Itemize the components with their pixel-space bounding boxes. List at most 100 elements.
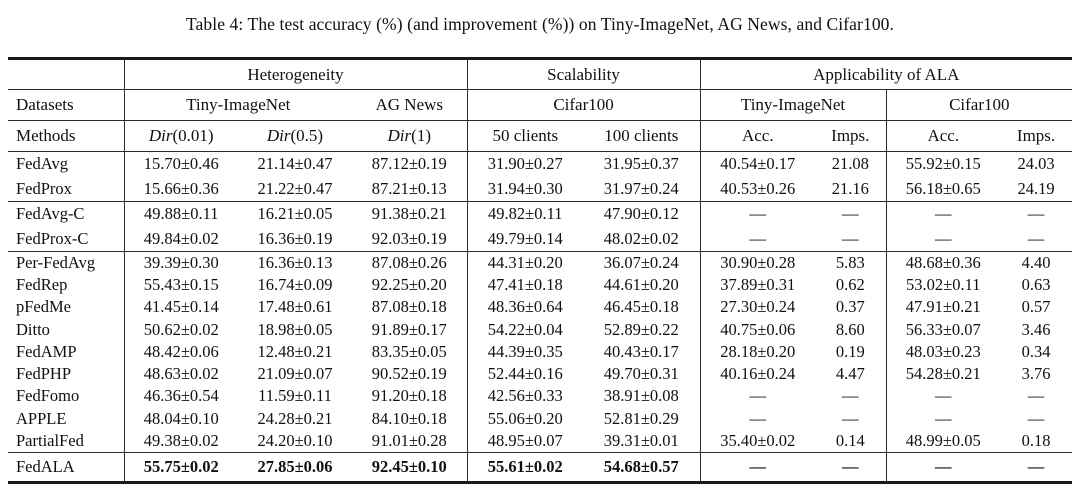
value-cell: 44.39±0.35 [466,340,584,363]
header-datasets-row: Datasets Tiny-ImageNet AG News Cifar100 … [8,89,1073,121]
method-name: FedRep [16,274,68,294]
value-cell: 49.38±0.02 [123,429,238,453]
table-row: Per-FedAvg 39.39±0.30 16.36±0.13 87.08±0.26… [8,251,1072,274]
value-cell: 16.21±0.05 [257,204,333,224]
col-50-clients: 50 clients [466,120,584,152]
value-cell: 31.95±0.37 [603,154,679,174]
value-cell: — [885,452,1001,483]
value-cell: 27.30±0.24 [699,296,816,319]
value-cell: — [885,201,1001,227]
value-cell: 47.41±0.18 [466,273,584,297]
value-cell: 46.45±0.18 [603,297,679,317]
value-cell: 16.36±0.13 [257,252,333,272]
value-cell: 21.22±0.47 [257,178,333,198]
value-cell: — [885,385,1001,408]
value-cell: 48.02±0.02 [603,228,679,248]
value-cell: 47.91±0.21 [885,296,1001,319]
value-cell: 49.70±0.31 [603,364,679,384]
method-name: FedAvg [16,154,68,174]
value-cell: 37.89±0.31 [699,273,816,297]
value-cell: 15.66±0.36 [123,176,238,202]
value-cell: 0.18 [1021,430,1051,450]
header-corner-cell [8,58,124,90]
value-cell: 40.54±0.17 [699,151,816,177]
value-cell: 50.62±0.02 [123,318,238,341]
value-cell: 90.52±0.19 [371,364,447,384]
value-cell: 83.35±0.05 [371,341,447,361]
table-row: FedAvg 15.70±0.46 21.14±0.47 87.12±0.19 31.9… [8,151,1072,177]
method-name: FedALA [16,456,75,476]
table-row: FedPHP 48.63±0.02 21.09±0.07 90.52±0.19 52.4… [8,362,1072,386]
table-row: FedAvg-C 49.88±0.11 16.21±0.05 91.38±0.21 49… [8,201,1072,227]
value-cell: — [699,407,816,430]
col-dir-1: Dir(1) [352,120,468,152]
value-cell: 55.43±0.15 [123,273,238,297]
value-cell: 55.06±0.20 [466,407,584,430]
value-cell: 18.98±0.05 [257,319,333,339]
value-cell: 4.47 [835,364,865,384]
value-cell: 21.14±0.47 [257,154,333,174]
value-cell: 48.42±0.06 [123,340,238,363]
method-name: Per-FedAvg [16,252,96,272]
method-name: FedProx [16,178,72,198]
method-name: FedAMP [16,341,77,361]
table-row: FedProx 15.66±0.36 21.22±0.47 87.21±0.13 31.… [8,176,1072,202]
table-caption: Table 4: The test accuracy (%) (and impr… [185,14,895,34]
value-cell: 49.88±0.11 [123,201,238,227]
table-row: Ditto 50.62±0.02 18.98±0.05 91.89±0.17 54.22… [8,318,1072,341]
table-header: Heterogeneity Scalability Applicability … [8,58,1073,152]
value-cell: — [842,228,859,248]
value-cell: 46.36±0.54 [123,385,238,408]
value-cell: 49.79±0.14 [466,226,584,252]
header-group-scalability: Scalability [466,58,701,90]
methods-label: Methods [8,120,124,152]
value-cell: — [842,456,859,476]
value-cell: 15.70±0.46 [123,151,238,177]
value-cell: 55.61±0.02 [466,452,584,483]
value-cell: 30.90±0.28 [699,251,816,274]
table-row: pFedMe 41.45±0.14 17.48±0.61 87.08±0.18 48.3… [8,296,1072,319]
value-cell: — [842,204,859,224]
value-cell: — [1027,408,1045,428]
table-row: FedProx-C 49.84±0.02 16.36±0.19 92.03±0.19 4… [8,226,1072,252]
method-name: FedProx-C [16,228,89,248]
value-cell: 21.08 [831,154,869,174]
value-cell: 35.40±0.02 [699,429,816,453]
col-acc-tiny: Acc. [699,120,816,152]
value-cell: 48.36±0.64 [466,296,584,319]
value-cell: 48.63±0.02 [123,362,238,386]
value-cell: 91.01±0.28 [371,430,447,450]
value-cell: 31.94±0.30 [466,176,584,202]
value-cell: 0.37 [835,297,865,317]
value-cell: 53.02±0.11 [885,273,1001,297]
value-cell: 40.75±0.06 [699,318,816,341]
dataset-cifar100-scalability: Cifar100 [466,89,701,121]
value-cell: 11.59±0.11 [258,386,332,406]
group-personalized: Per-FedAvg 39.39±0.30 16.36±0.13 87.08±0.26… [8,251,1073,453]
value-cell: 4.40 [1021,252,1051,272]
value-cell: 21.16 [831,178,869,198]
header-group-applicability: Applicability of ALA [699,58,1073,90]
value-cell: 92.03±0.19 [371,228,447,248]
value-cell: 8.60 [835,319,865,339]
value-cell: 0.63 [1021,274,1051,294]
value-cell: 92.45±0.10 [371,456,447,476]
value-cell: 48.95±0.07 [466,429,584,453]
col-dir-05: Dir(0.5) [238,120,352,152]
value-cell: 0.14 [835,430,865,450]
value-cell: 41.45±0.14 [123,296,238,319]
value-cell: 38.91±0.08 [603,386,679,406]
value-cell: 44.61±0.20 [603,274,679,294]
value-cell: 0.19 [835,341,865,361]
value-cell: 42.56±0.33 [466,385,584,408]
value-cell: 91.89±0.17 [371,319,447,339]
value-cell: 47.90±0.12 [603,204,679,224]
table-row: FedAMP 48.42±0.06 12.48±0.21 83.35±0.05 44.3… [8,340,1072,363]
dir-italic: Dir [387,126,412,145]
value-cell: 3.46 [1021,319,1051,339]
value-cell: 5.83 [835,252,865,272]
value-cell: 91.38±0.21 [371,204,447,224]
value-cell: 52.44±0.16 [466,362,584,386]
value-cell: 40.53±0.26 [699,176,816,202]
value-cell: 91.20±0.18 [371,386,447,406]
